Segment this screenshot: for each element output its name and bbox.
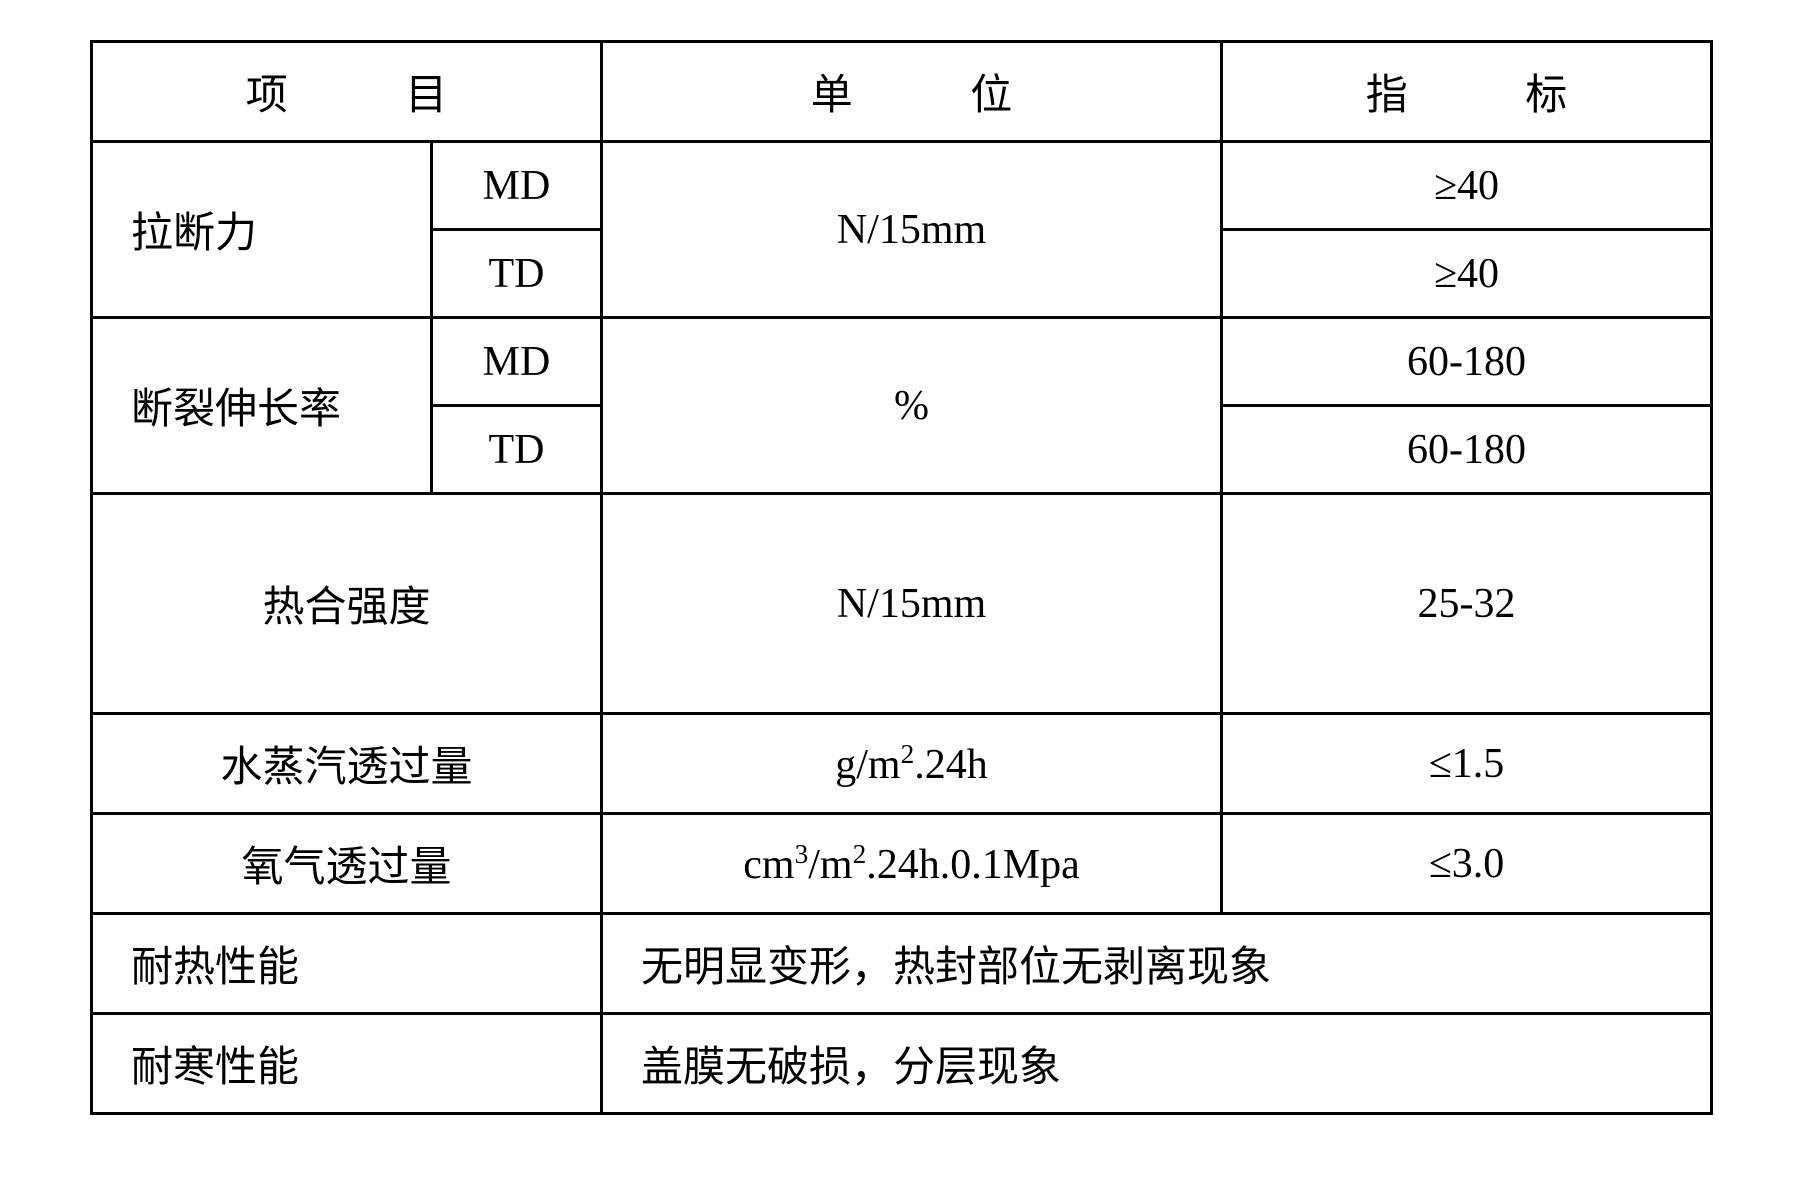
item-cell: 耐寒性能 — [92, 1014, 602, 1114]
spec-cell: ≤1.5 — [1222, 714, 1712, 814]
spec-cell: 60-180 — [1222, 406, 1712, 494]
table-row: 拉断力 MD N/15mm ≥40 — [92, 142, 1712, 230]
unit-cell: cm3/m2.24h.0.1Mpa — [602, 814, 1222, 914]
spec-cell: ≤3.0 — [1222, 814, 1712, 914]
table-row: 耐热性能 无明显变形，热封部位无剥离现象 — [92, 914, 1712, 1014]
item-cell: 热合强度 — [92, 494, 602, 714]
spec-cell: 60-180 — [1222, 318, 1712, 406]
table-row: 水蒸汽透过量 g/m2.24h ≤1.5 — [92, 714, 1712, 814]
direction-cell: MD — [432, 142, 602, 230]
direction-cell: MD — [432, 318, 602, 406]
spec-cell: 25-32 — [1222, 494, 1712, 714]
table-row: 断裂伸长率 MD % 60-180 — [92, 318, 1712, 406]
header-item: 项目 — [92, 42, 602, 142]
item-cell: 断裂伸长率 — [92, 318, 432, 494]
table-row: 热合强度 N/15mm 25-32 — [92, 494, 1712, 714]
unit-cell: N/15mm — [602, 494, 1222, 714]
item-cell: 水蒸汽透过量 — [92, 714, 602, 814]
spec-cell: ≥40 — [1222, 142, 1712, 230]
header-item-label: 项目 — [246, 61, 565, 122]
table-header-row: 项目 单位 指标 — [92, 42, 1712, 142]
item-cell: 耐热性能 — [92, 914, 602, 1014]
direction-cell: TD — [432, 230, 602, 318]
merged-text-cell: 盖膜无破损，分层现象 — [602, 1014, 1712, 1114]
spec-table: 项目 单位 指标 拉断力 MD N/15mm ≥40 TD ≥40 断裂伸长率 … — [90, 40, 1713, 1115]
table-row: 耐寒性能 盖膜无破损，分层现象 — [92, 1014, 1712, 1114]
header-unit: 单位 — [602, 42, 1222, 142]
item-cell: 拉断力 — [92, 142, 432, 318]
table-row: 氧气透过量 cm3/m2.24h.0.1Mpa ≤3.0 — [92, 814, 1712, 914]
spec-cell: ≥40 — [1222, 230, 1712, 318]
direction-cell: TD — [432, 406, 602, 494]
header-spec-label: 指标 — [1366, 61, 1685, 122]
merged-text-cell: 无明显变形，热封部位无剥离现象 — [602, 914, 1712, 1014]
header-unit-label: 单位 — [811, 61, 1130, 122]
header-spec: 指标 — [1222, 42, 1712, 142]
item-cell: 氧气透过量 — [92, 814, 602, 914]
unit-cell: N/15mm — [602, 142, 1222, 318]
unit-cell: % — [602, 318, 1222, 494]
unit-cell: g/m2.24h — [602, 714, 1222, 814]
